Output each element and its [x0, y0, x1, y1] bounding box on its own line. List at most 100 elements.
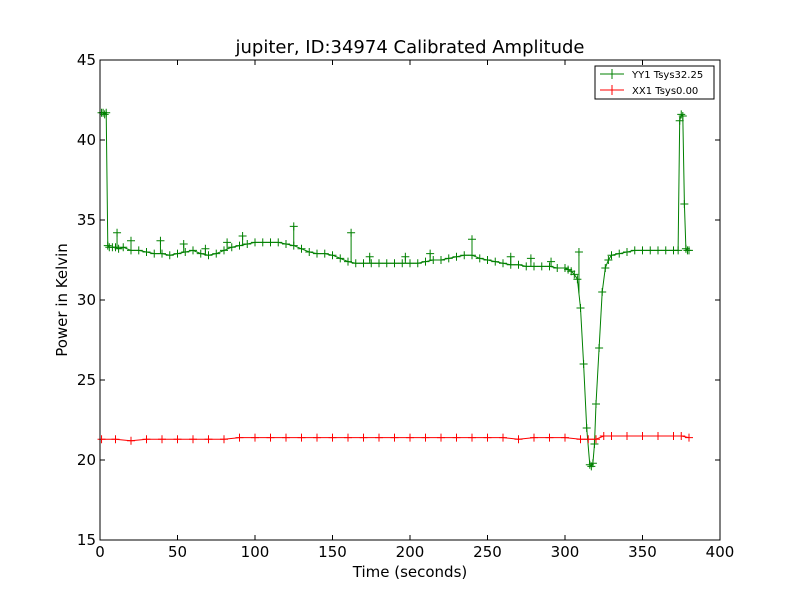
spike-point — [289, 222, 298, 231]
y-tick-label: 15 — [77, 531, 96, 549]
x-tick-label: 350 — [628, 543, 657, 561]
data-point — [599, 432, 608, 440]
legend-marker-yy1 — [607, 69, 617, 79]
data-point — [475, 254, 484, 263]
data-point — [390, 433, 399, 442]
data-point — [243, 240, 252, 248]
chart-title: jupiter, ID:34974 Calibrated Amplitude — [234, 37, 584, 58]
data-point — [437, 433, 445, 442]
data-point — [235, 241, 244, 250]
y-axis-label: Power in Kelvin — [53, 243, 71, 357]
x-tick-label: 150 — [318, 543, 347, 561]
x-tick-label: 400 — [706, 543, 735, 561]
data-point — [266, 433, 275, 442]
data-point — [654, 432, 662, 440]
legend-entry-yy1: YY1 Tsys32.25 — [631, 70, 703, 81]
spike-point — [526, 254, 535, 263]
data-point — [344, 433, 352, 442]
spike-point — [179, 240, 188, 248]
data-point — [553, 264, 562, 272]
data-point — [452, 252, 461, 261]
data-point — [102, 108, 111, 117]
x-axis-label: Time (seconds) — [352, 563, 468, 581]
data-point — [282, 240, 290, 248]
data-point — [375, 433, 383, 442]
data-point — [421, 433, 430, 442]
data-point — [375, 259, 383, 268]
data-point — [674, 246, 683, 255]
data-point — [582, 424, 591, 432]
data-point — [359, 433, 368, 442]
data-point — [359, 259, 368, 268]
series-markers-xx1 — [97, 432, 693, 445]
data-point — [677, 432, 686, 440]
x-tick-label: 50 — [168, 543, 187, 561]
data-point — [313, 433, 321, 442]
x-tick-label: 0 — [95, 543, 105, 561]
plot-series-layer — [97, 108, 693, 471]
data-point — [227, 243, 236, 252]
x-tick-label: 200 — [396, 543, 425, 561]
data-point — [266, 238, 275, 247]
data-point — [601, 264, 610, 272]
data-point — [654, 246, 662, 255]
legend-entry-xx1: XX1 Tsys0.00 — [632, 86, 698, 97]
data-point — [570, 270, 579, 279]
data-point — [623, 248, 631, 256]
data-point — [661, 246, 670, 255]
spike-point — [238, 232, 247, 240]
data-point — [537, 262, 546, 271]
data-point — [111, 435, 120, 444]
data-point — [584, 435, 593, 444]
data-point — [592, 435, 600, 444]
data-point — [499, 259, 507, 268]
data-point — [127, 436, 135, 445]
data-point — [413, 259, 422, 268]
data-point — [483, 433, 492, 442]
data-point — [678, 112, 687, 120]
data-point — [468, 433, 476, 442]
data-point — [235, 433, 244, 442]
spike-point — [401, 252, 410, 261]
data-point — [119, 243, 128, 252]
spike-point — [574, 248, 583, 256]
data-point — [615, 249, 624, 258]
data-point — [390, 259, 399, 268]
data-point — [573, 275, 582, 284]
data-point — [675, 116, 684, 125]
data-point — [297, 433, 306, 442]
y-tick-label: 35 — [77, 211, 96, 229]
data-point — [685, 433, 693, 442]
data-point — [677, 110, 686, 119]
data-point — [590, 440, 599, 448]
data-point — [251, 238, 259, 247]
data-point — [421, 257, 430, 266]
data-point — [173, 435, 182, 444]
data-point — [103, 241, 112, 250]
data-point — [220, 435, 228, 444]
data-point — [483, 256, 492, 264]
data-point — [680, 200, 689, 208]
data-point — [97, 435, 106, 444]
legend: YY1 Tsys32.25 XX1 Tsys0.00 — [594, 65, 715, 100]
data-point — [579, 360, 588, 368]
y-tick-label: 30 — [77, 291, 96, 309]
data-point — [592, 400, 600, 408]
data-point — [522, 262, 531, 271]
data-point — [638, 246, 647, 255]
data-point — [587, 462, 596, 471]
data-point — [576, 435, 585, 444]
data-point — [382, 259, 391, 268]
data-point — [212, 249, 221, 258]
spike-point — [468, 235, 476, 244]
data-point — [258, 238, 267, 247]
data-point — [328, 433, 337, 442]
data-point — [351, 259, 360, 268]
data-point — [646, 246, 655, 255]
data-point — [220, 246, 228, 255]
data-point — [630, 246, 639, 255]
data-point — [181, 248, 190, 256]
spike-point — [506, 252, 515, 261]
data-point — [134, 246, 143, 255]
